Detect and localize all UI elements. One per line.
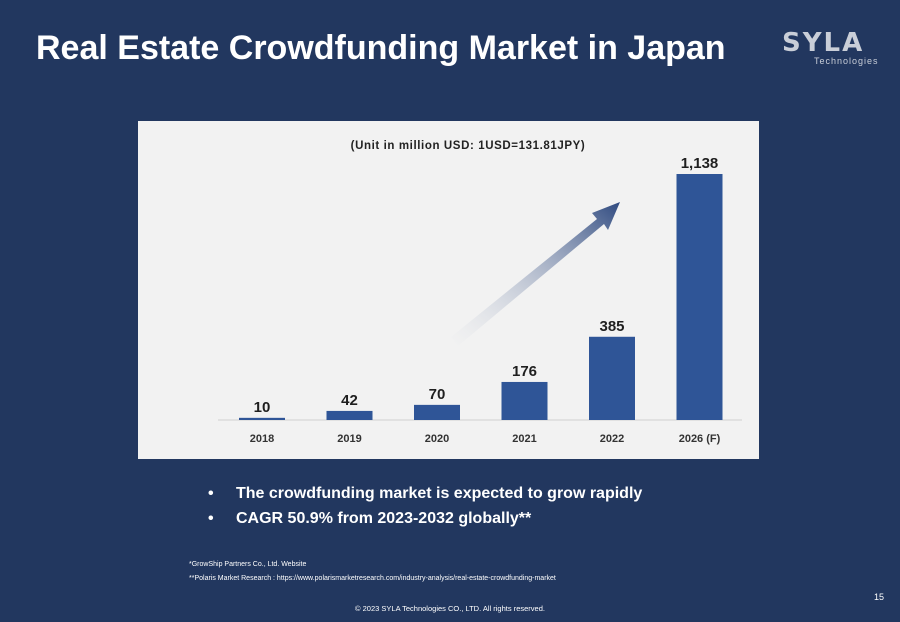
bullet-text: CAGR 50.9% from 2023-2032 globally** bbox=[236, 510, 532, 527]
x-tick-label: 2021 bbox=[512, 433, 536, 445]
footnotes: *GrowShip Partners Co., Ltd. Website **P… bbox=[189, 558, 556, 586]
x-tick-label: 2020 bbox=[425, 433, 449, 445]
bar-value-label: 385 bbox=[599, 318, 624, 335]
bullet-dot: • bbox=[208, 510, 214, 527]
bar-value-label: 70 bbox=[429, 386, 446, 403]
bar-4 bbox=[589, 336, 635, 420]
logo-name: SYLA bbox=[782, 28, 865, 58]
x-tick-label: 2022 bbox=[600, 433, 624, 445]
bar-value-label: 42 bbox=[341, 392, 358, 409]
page-number: 15 bbox=[873, 592, 884, 602]
bar-value-label: 10 bbox=[254, 399, 271, 416]
footnote-source-2: **Polaris Market Research : https://www.… bbox=[189, 575, 556, 582]
bar-3 bbox=[501, 381, 548, 420]
bar-value-label: 1,138 bbox=[681, 155, 719, 172]
bar-1 bbox=[326, 410, 373, 420]
syla-logo: SYLA Technologies bbox=[782, 28, 882, 68]
bullet-dot: • bbox=[208, 485, 214, 502]
x-tick-label: 2019 bbox=[337, 433, 361, 445]
x-tick-label: 2018 bbox=[250, 433, 274, 445]
key-points: • The crowdfunding market is expected to … bbox=[204, 481, 642, 531]
bar-chart: (Unit in million USD: 1USD=131.81JPY) 10… bbox=[218, 140, 742, 445]
x-tick-label: 2026 (F) bbox=[679, 433, 721, 445]
bullet-text: The crowdfunding market is expected to g… bbox=[236, 485, 643, 502]
bullet-growth: • The crowdfunding market is expected to … bbox=[204, 481, 642, 506]
bar-0 bbox=[239, 417, 285, 420]
bar-2 bbox=[414, 404, 460, 420]
logo-subtitle: Technologies bbox=[814, 56, 879, 66]
bar-5 bbox=[676, 174, 723, 420]
growth-arrow bbox=[451, 202, 620, 346]
copyright-notice: © 2023 SYLA Technologies CO., LTD. All r… bbox=[355, 604, 545, 613]
bullet-cagr: • CAGR 50.9% from 2023-2032 globally** bbox=[204, 506, 642, 531]
page-title: Real Estate Crowdfunding Market in Japan bbox=[36, 29, 726, 67]
chart-panel: (Unit in million USD: 1USD=131.81JPY) 10… bbox=[138, 121, 759, 459]
bar-value-label: 176 bbox=[512, 363, 537, 380]
chart-title: (Unit in million USD: 1USD=131.81JPY) bbox=[351, 140, 586, 152]
footnote-source-1: *GrowShip Partners Co., Ltd. Website bbox=[189, 561, 307, 568]
